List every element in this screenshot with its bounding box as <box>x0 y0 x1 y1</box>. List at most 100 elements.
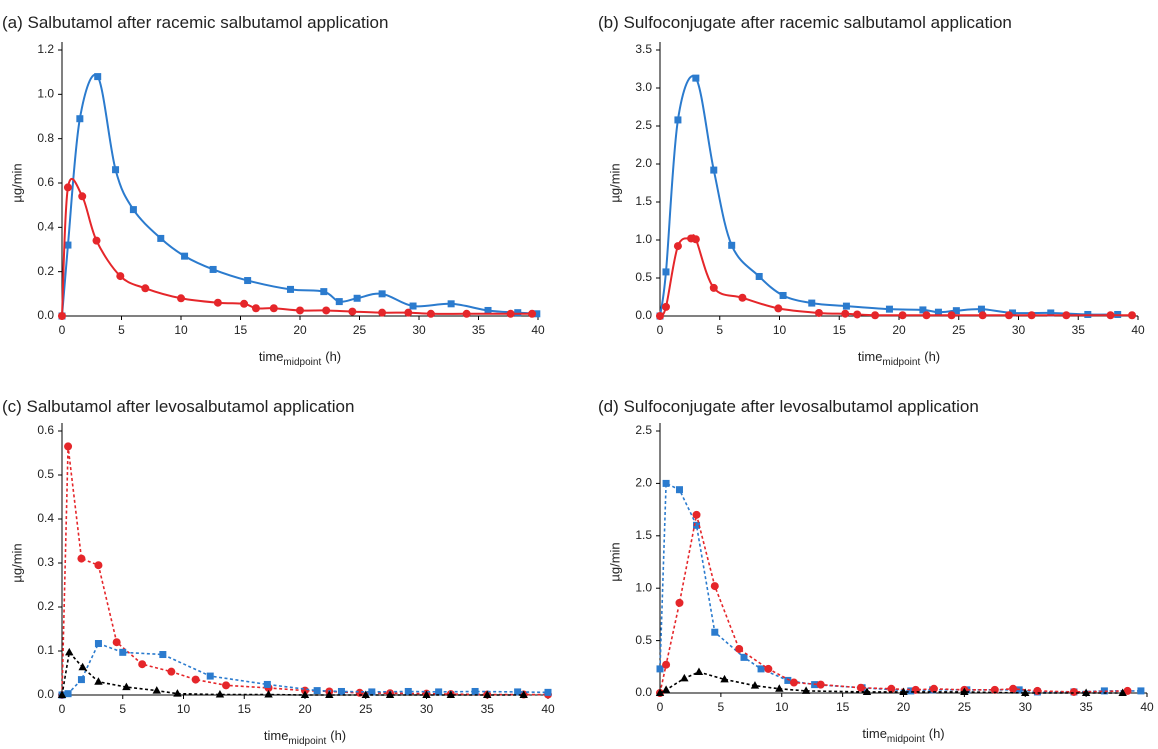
marker <box>78 662 87 671</box>
marker <box>404 687 412 695</box>
marker <box>129 206 137 214</box>
y-tick-label: 2.5 <box>635 118 652 132</box>
marker <box>244 277 252 285</box>
marker <box>675 598 684 607</box>
marker <box>422 690 431 698</box>
marker <box>152 686 161 694</box>
marker <box>173 689 182 697</box>
marker <box>77 554 86 563</box>
y-tick-label: 2.5 <box>635 423 652 437</box>
marker <box>122 682 131 691</box>
y-tick-label: 0.0 <box>37 687 54 701</box>
y-tick-label: 3.0 <box>635 80 652 94</box>
marker <box>112 166 120 174</box>
marker <box>990 685 999 694</box>
x-tick-label: 10 <box>174 323 188 337</box>
marker <box>656 312 664 320</box>
panel-title: (a) Salbutamol after racemic salbutamol … <box>2 13 388 32</box>
y-tick-label: 0.2 <box>37 599 54 613</box>
marker <box>871 311 880 320</box>
marker <box>209 265 217 273</box>
marker <box>447 300 455 308</box>
marker <box>269 304 278 313</box>
marker <box>519 690 528 698</box>
series-line <box>61 178 533 317</box>
marker <box>801 686 811 694</box>
marker <box>320 288 328 296</box>
marker <box>907 687 915 695</box>
marker <box>63 183 72 192</box>
x-label-text: time <box>862 726 887 741</box>
series-line <box>61 650 524 696</box>
x-label-subscript: midpoint <box>283 357 321 368</box>
marker <box>94 640 102 648</box>
y-tick-label: 2.0 <box>635 156 652 170</box>
marker <box>57 690 67 698</box>
marker <box>1047 309 1055 317</box>
marker <box>300 690 310 698</box>
y-tick-label: 3.5 <box>635 42 652 56</box>
marker <box>922 311 931 320</box>
y-tick-label: 0.2 <box>37 264 54 278</box>
marker <box>841 309 850 318</box>
marker <box>757 665 765 673</box>
x-label-subscript: midpoint <box>288 736 326 747</box>
x-tick-label: 35 <box>1072 323 1086 337</box>
marker <box>1004 311 1013 320</box>
x-tick-label: 40 <box>1131 323 1145 337</box>
marker <box>816 680 825 689</box>
y-tick-label: 0.6 <box>37 423 54 437</box>
marker <box>64 241 72 249</box>
y-axis-label: µg/min <box>9 543 24 582</box>
y-tick-label: 0.5 <box>635 270 652 284</box>
marker <box>77 676 85 684</box>
marker <box>694 667 704 676</box>
marker <box>353 294 361 302</box>
series-line <box>659 75 1118 317</box>
y-tick-label: 0.5 <box>37 467 54 481</box>
marker <box>368 688 376 696</box>
x-label-subscript: midpoint <box>887 734 925 745</box>
x-tick-label: 10 <box>775 700 789 714</box>
marker <box>673 242 682 251</box>
marker <box>853 310 862 319</box>
x-tick-label: 25 <box>952 323 966 337</box>
y-tick-label: 1.0 <box>37 87 54 101</box>
marker <box>206 672 214 680</box>
series-line <box>61 642 549 696</box>
marker <box>1081 688 1091 696</box>
marker <box>94 73 102 81</box>
marker <box>157 234 165 242</box>
marker <box>774 304 783 313</box>
x-tick-label: 15 <box>234 323 248 337</box>
y-tick-label: 1.0 <box>635 232 652 246</box>
marker <box>446 690 455 698</box>
marker <box>94 561 103 570</box>
marker <box>435 688 443 696</box>
series-line <box>659 514 1128 694</box>
marker <box>426 309 435 318</box>
marker <box>181 252 189 260</box>
marker <box>808 299 816 307</box>
x-tick-label: 15 <box>238 702 252 716</box>
marker <box>898 311 907 320</box>
marker <box>662 268 670 276</box>
marker <box>960 687 969 695</box>
marker <box>711 628 719 636</box>
marker <box>934 308 942 316</box>
marker <box>1128 311 1137 320</box>
y-tick-label: 2.0 <box>635 476 652 490</box>
marker <box>65 647 74 656</box>
marker <box>856 683 865 692</box>
x-label-subscript: midpoint <box>882 357 920 368</box>
y-tick-label: 1.5 <box>635 528 652 542</box>
marker <box>693 521 701 529</box>
x-tick-label: 20 <box>892 323 906 337</box>
marker <box>76 115 84 123</box>
marker <box>92 236 101 245</box>
y-tick-label: 1.0 <box>635 580 652 594</box>
marker <box>952 307 960 315</box>
marker <box>740 653 748 661</box>
